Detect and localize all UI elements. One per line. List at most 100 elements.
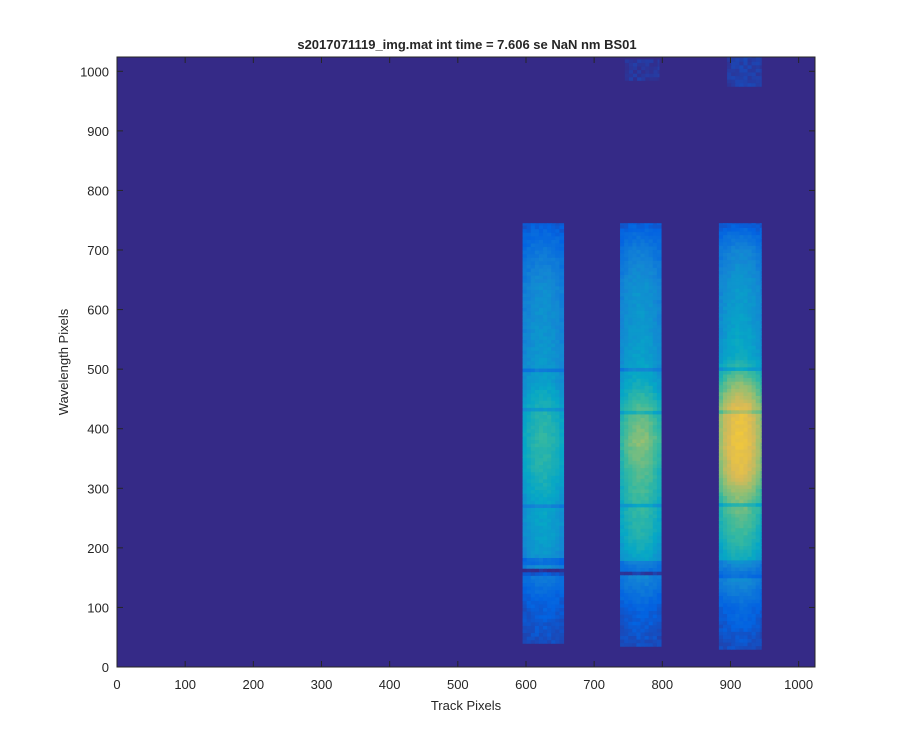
heatmap-cell (559, 382, 565, 387)
heatmap-cell (722, 638, 728, 643)
heatmap-cell (759, 238, 762, 243)
heatmap-cell (656, 299, 662, 304)
heatmap-cell (743, 434, 749, 439)
heatmap-cell (739, 61, 745, 66)
heatmap-cell (656, 596, 662, 601)
heatmap-cell (628, 227, 633, 233)
heatmap-cell (555, 292, 560, 298)
heatmap-cell (547, 518, 552, 523)
heatmap-cell (620, 449, 625, 454)
heatmap-cell (559, 468, 565, 473)
heatmap-cell (530, 285, 536, 290)
heatmap-cell (640, 435, 646, 440)
heatmap-cell (632, 563, 638, 569)
heatmap-cell (543, 292, 548, 298)
heatmap-cell (522, 410, 528, 416)
heatmap-cell (551, 300, 556, 305)
heatmap-cell (543, 636, 548, 641)
heatmap-cell (759, 545, 762, 550)
heatmap-cell (637, 59, 642, 63)
heatmap-cell (526, 271, 532, 276)
heatmap-cell (628, 73, 634, 78)
heatmap-cell (739, 509, 745, 514)
heatmap-cell (624, 442, 629, 447)
heatmap-cell (534, 475, 540, 480)
heatmap-cell (727, 238, 732, 243)
heatmap-cell (636, 503, 642, 508)
heatmap-cell (652, 438, 658, 444)
x-tick-label: 800 (651, 677, 673, 692)
heatmap-cell (731, 602, 736, 607)
heatmap-cell (751, 434, 757, 439)
heatmap-cell (620, 431, 625, 436)
heatmap-cell (632, 642, 638, 647)
heatmap-cell (755, 413, 761, 418)
heatmap-cell (522, 546, 528, 551)
heatmap-cell (620, 260, 625, 265)
heatmap-cell (526, 553, 532, 558)
heatmap-cell (538, 242, 544, 248)
heatmap-cell (747, 541, 753, 547)
heatmap-cell (555, 235, 560, 240)
heatmap-cell (547, 314, 552, 319)
heatmap-cell (747, 420, 753, 425)
heatmap-cell (628, 292, 633, 297)
heatmap-cell (551, 460, 556, 466)
heatmap-cell (534, 239, 540, 244)
heatmap-cell (620, 513, 625, 519)
heatmap-cell (522, 357, 528, 362)
heatmap-cell (648, 399, 654, 404)
heatmap-cell (534, 275, 540, 280)
heatmap-cell (526, 460, 532, 466)
heatmap-cell (534, 510, 540, 516)
heatmap-cell (751, 584, 757, 589)
heatmap-cell (551, 507, 556, 512)
heatmap-cell (624, 592, 629, 597)
heatmap-cell (551, 410, 556, 416)
heatmap-cell (624, 278, 629, 283)
heatmap-cell (722, 588, 728, 593)
heatmap-cell (640, 410, 646, 415)
heatmap-cell (727, 306, 732, 311)
y-tick-label: 400 (87, 422, 109, 437)
heatmap-cell (751, 495, 757, 500)
heatmap-cell (547, 571, 552, 576)
heatmap-cell (522, 367, 528, 373)
heatmap-cell (644, 563, 650, 569)
heatmap-cell (538, 303, 544, 308)
heatmap-cell (739, 556, 745, 561)
heatmap-cell (547, 250, 552, 255)
heatmap-cell (640, 485, 646, 490)
heatmap-cell (656, 245, 662, 251)
heatmap-cell (644, 578, 650, 583)
heatmap-cell (555, 639, 560, 644)
heatmap-cell (747, 513, 753, 518)
heatmap-cell (718, 334, 724, 339)
heatmap-cell (656, 535, 662, 540)
heatmap-cell (538, 328, 544, 333)
heatmap-cell (543, 571, 548, 576)
heatmap-cell (640, 356, 646, 361)
heatmap-cell (522, 614, 528, 619)
heatmap-cell (751, 320, 757, 325)
heatmap-cell (731, 645, 736, 650)
heatmap-cell (624, 567, 629, 572)
heatmap-cell (624, 299, 629, 304)
heatmap-cell (551, 493, 556, 498)
heatmap-cell (747, 395, 753, 400)
heatmap-cell (751, 263, 757, 268)
heatmap-cell (722, 538, 728, 543)
heatmap-cell (735, 402, 740, 407)
heatmap-cell (743, 448, 749, 454)
heatmap-cell (632, 360, 638, 365)
heatmap-cell (543, 453, 548, 458)
heatmap-cell (522, 421, 528, 426)
heatmap-cell (747, 316, 753, 321)
heatmap-cell (534, 439, 540, 444)
heatmap-cell (526, 503, 532, 508)
y-tick-label: 600 (87, 303, 109, 318)
heatmap-cell (735, 524, 740, 529)
heatmap-cell (648, 628, 654, 633)
heatmap-cell (735, 470, 740, 475)
heatmap-cell (731, 373, 736, 379)
